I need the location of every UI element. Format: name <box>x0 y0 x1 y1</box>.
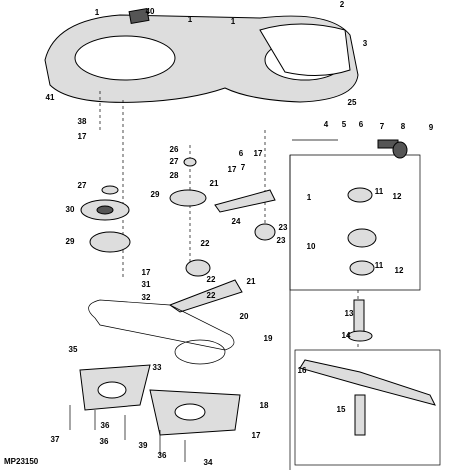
callout: 17 <box>142 268 151 277</box>
deck-opening <box>74 35 176 81</box>
callout: 30 <box>66 205 75 214</box>
guide-lines <box>99 90 359 350</box>
callout: 25 <box>348 98 357 107</box>
decal <box>128 7 150 25</box>
callout: 41 <box>46 93 55 102</box>
callout: 13 <box>345 309 354 318</box>
callout: 22 <box>207 275 216 284</box>
callout: 12 <box>393 192 402 201</box>
callout: 32 <box>142 293 151 302</box>
callout: 22 <box>201 239 210 248</box>
callout: 1 <box>231 17 236 26</box>
callout: 1 <box>95 8 100 17</box>
callout: 22 <box>207 291 216 300</box>
pulley <box>169 189 207 207</box>
cap <box>392 141 408 159</box>
callout: 5 <box>342 120 347 129</box>
bearing <box>349 260 375 276</box>
callout: 38 <box>78 117 87 126</box>
callout: 21 <box>210 179 219 188</box>
callout: 36 <box>158 451 167 460</box>
callout: 18 <box>260 401 269 410</box>
callout: 6 <box>359 120 364 129</box>
callout: 26 <box>170 145 179 154</box>
callout: 9 <box>429 123 434 132</box>
belt <box>88 299 235 351</box>
spindle-bolt <box>354 394 366 436</box>
callout: 2 <box>340 0 345 9</box>
callout: 23 <box>279 223 288 232</box>
callout: 10 <box>307 242 316 251</box>
bracket <box>168 279 243 313</box>
callout: 1 <box>307 193 312 202</box>
pulley-hub <box>96 205 114 215</box>
callout: 7 <box>380 122 385 131</box>
callout: 19 <box>264 334 273 343</box>
callout: 8 <box>401 122 406 131</box>
idler <box>254 223 276 241</box>
callout: 17 <box>78 132 87 141</box>
drawing-code: MP23150 <box>4 457 39 466</box>
callout: 37 <box>51 435 60 444</box>
bracket <box>214 189 276 213</box>
callout: 34 <box>204 458 213 467</box>
callout: 14 <box>342 331 351 340</box>
callout: 40 <box>146 7 155 16</box>
callout: 21 <box>247 277 256 286</box>
callout: 17 <box>252 431 261 440</box>
callout: 3 <box>363 39 368 48</box>
deck-cover <box>259 23 351 77</box>
callout: 28 <box>170 171 179 180</box>
bolts <box>69 405 186 462</box>
callout: 31 <box>142 280 151 289</box>
callout: 23 <box>277 236 286 245</box>
idler <box>185 259 211 277</box>
callout: 4 <box>324 120 329 129</box>
callout: 27 <box>170 157 179 166</box>
callout: 29 <box>151 190 160 199</box>
callout: 27 <box>78 181 87 190</box>
callout: 12 <box>395 266 404 275</box>
callout: 17 <box>254 149 263 158</box>
callout: 11 <box>375 261 384 270</box>
callout: 16 <box>298 366 307 375</box>
pulley <box>89 231 131 253</box>
callout: 35 <box>69 345 78 354</box>
callout: 36 <box>101 421 110 430</box>
callout: 7 <box>241 163 246 172</box>
blade-box <box>294 349 441 466</box>
plate-hole <box>97 381 127 399</box>
callout: 15 <box>337 405 346 414</box>
callout: 33 <box>153 363 162 372</box>
callout: 1 <box>188 15 193 24</box>
belt-loop <box>174 339 226 365</box>
plate-hole <box>174 403 206 421</box>
callout: 36 <box>100 437 109 446</box>
nut <box>101 185 119 195</box>
callout: 11 <box>375 187 384 196</box>
blade <box>299 359 436 406</box>
housing <box>347 330 373 342</box>
callout: 20 <box>240 312 249 321</box>
spindle-pulley <box>347 228 377 248</box>
callout: 39 <box>139 441 148 450</box>
nut <box>183 157 197 167</box>
callout: 6 <box>239 149 244 158</box>
callout: 17 <box>228 165 237 174</box>
bearing <box>347 187 373 203</box>
callout: 24 <box>232 217 241 226</box>
callout: 29 <box>66 237 75 246</box>
